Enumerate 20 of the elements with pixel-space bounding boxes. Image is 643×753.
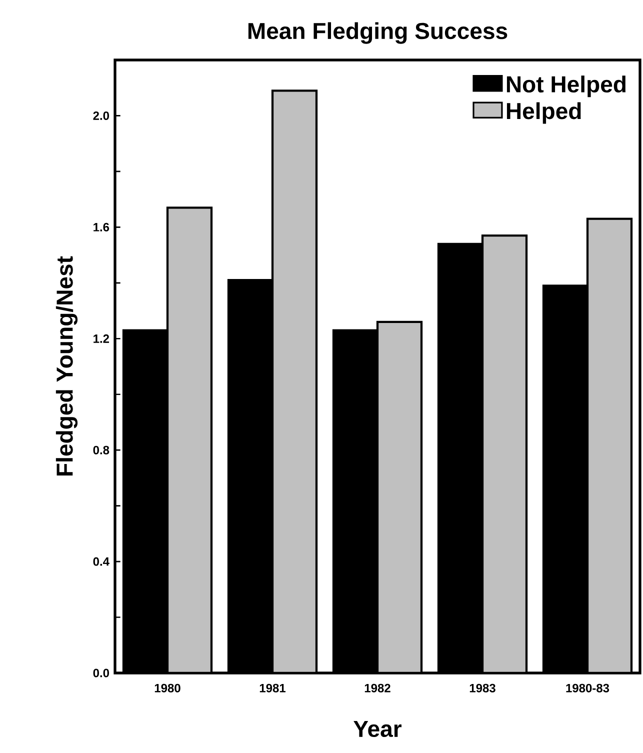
y-tick-label: 2.0 — [93, 111, 110, 120]
bar — [482, 236, 526, 673]
x-tick-label: 1983 — [470, 684, 496, 692]
bar — [378, 322, 422, 673]
legend-label: Not Helped — [506, 76, 626, 98]
y-tick-label: 1.6 — [94, 222, 110, 232]
bar — [272, 90, 316, 673]
x-tick-label: 1980-83 — [566, 684, 610, 692]
bar — [168, 208, 212, 673]
y-tick-label: 0.4 — [93, 557, 110, 566]
x-tick-label: 1982 — [364, 684, 390, 692]
x-tick-label: 1980 — [154, 684, 180, 692]
y-tick-label: 1.2 — [94, 334, 110, 343]
y-axis-title: Fledged Young/Nest — [56, 256, 78, 476]
x-axis-title: Year — [354, 720, 402, 738]
x-tick-label: 1981 — [260, 684, 286, 692]
legend-label: Helped — [506, 102, 581, 124]
chart-title: Mean Fledging Success — [248, 22, 508, 44]
y-tick-label: 0.0 — [93, 668, 110, 678]
y-tick-label: 0.8 — [93, 446, 110, 454]
